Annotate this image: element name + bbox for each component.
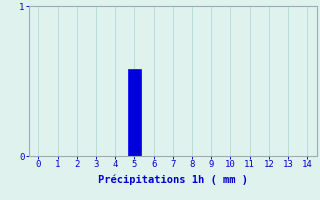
X-axis label: Précipitations 1h ( mm ): Précipitations 1h ( mm ): [98, 175, 248, 185]
Bar: [128, 69, 141, 156]
